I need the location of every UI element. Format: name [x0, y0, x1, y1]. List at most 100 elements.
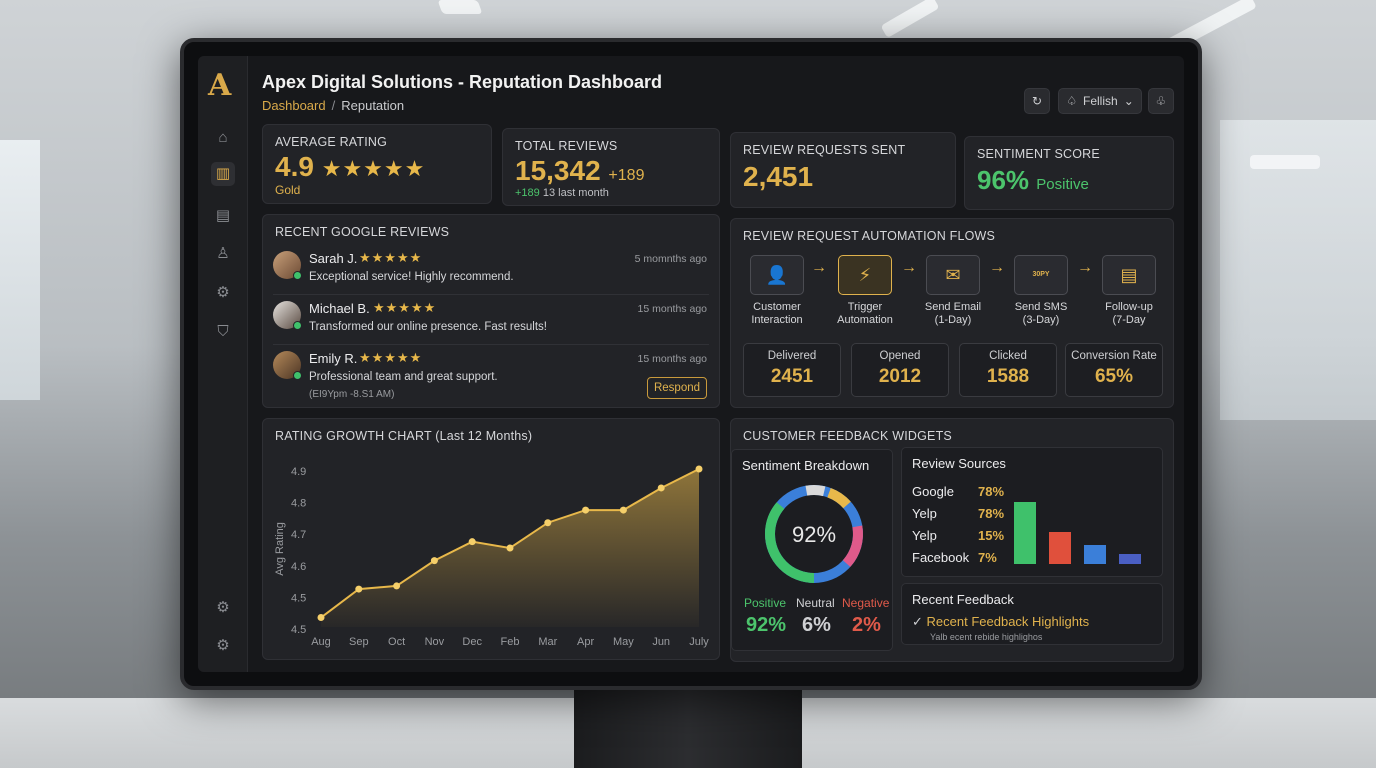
review-time: 5 momnths ago — [634, 253, 707, 265]
apex-logo: A — [208, 68, 232, 103]
donut-segment-white — [765, 485, 863, 583]
flow-step-trigger[interactable]: ⚡ Trigger Automation — [825, 255, 905, 327]
donut-segment-gold — [765, 485, 863, 583]
total-reviews-delta: +189 — [608, 167, 645, 184]
refresh-button[interactable]: ↻ — [1024, 88, 1050, 114]
ceiling-light — [1250, 155, 1320, 169]
respond-button[interactable]: Respond — [647, 377, 707, 399]
neutral-value: 6% — [802, 614, 831, 636]
sentiment-breakdown-widget: Sentiment Breakdown 92% Positive 92% Neu… — [731, 449, 893, 651]
x-tick-label: May — [613, 636, 634, 648]
user-icon[interactable]: ♙ — [216, 245, 230, 262]
stat-conversion-rate: Conversion Rate 65% — [1065, 343, 1163, 397]
office-window — [0, 140, 40, 400]
chart-point[interactable] — [657, 484, 665, 492]
review-time: 15 months ago — [637, 303, 707, 315]
card-title: CUSTOMER FEEDBACK WIDGETS — [743, 429, 952, 443]
x-tick-label: Mar — [538, 636, 557, 648]
chart-point[interactable] — [393, 582, 401, 590]
user-name: Fellish — [1083, 94, 1118, 108]
chart-point[interactable] — [430, 557, 438, 565]
x-tick-label: Dec — [462, 636, 482, 648]
widget-title: Recent Feedback — [912, 592, 1014, 607]
page-title: Apex Digital Solutions - Reputation Dash… — [262, 72, 663, 92]
flow-label: Customer Interaction — [751, 301, 803, 326]
total-reviews-subtext: +189 13 last month — [515, 187, 609, 199]
flow-step-email[interactable]: ✉ Send Email (1-Day) — [913, 255, 993, 327]
review-item[interactable]: Sarah J. ★★★★★ Exceptional service! High… — [273, 245, 709, 295]
source-bar — [1014, 502, 1036, 564]
donut-segment-green — [765, 485, 863, 583]
breadcrumb-dashboard[interactable]: Dashboard — [262, 98, 326, 113]
positive-label: Positive — [744, 596, 787, 610]
monitor: A ⌂ ▥ ▤ ♙ ⚙ ⛉ ⚙ ⚙ Apex Digital Solutions… — [180, 38, 1202, 690]
kpi-value: 96% Positive — [977, 165, 1089, 196]
chart-point[interactable] — [544, 519, 552, 527]
feedback-highlight: Recent Feedback Highlights — [926, 614, 1090, 629]
y-tick-label: 4.7 — [291, 529, 306, 541]
source-name: Google — [912, 484, 954, 499]
sentiment-suffix: Positive — [1036, 176, 1089, 193]
flow-step-sms[interactable]: 30PY Send SMS (3-Day) — [1001, 255, 1081, 327]
online-dot — [293, 271, 302, 280]
chart-point[interactable] — [582, 506, 590, 514]
analytics-icon[interactable]: ▥ — [211, 162, 235, 186]
review-sources-widget: Review Sources Google 78% Yelp 78% Yelp … — [901, 447, 1163, 577]
chart-point[interactable] — [317, 614, 325, 622]
review-meta: (EI9Ypm -8.S1 AM) — [309, 389, 395, 400]
user-menu-button[interactable]: ♤ Fellish ⌄ — [1058, 88, 1142, 114]
review-text: Exceptional service! Highly recommend. — [309, 271, 514, 283]
x-tick-label: Nov — [425, 636, 445, 648]
office-window-right — [1220, 120, 1376, 420]
automation-flows-card: REVIEW REQUEST AUTOMATION FLOWS 👤 Custom… — [730, 218, 1174, 408]
bell-icon: ♧ — [1155, 94, 1167, 108]
rating-stars: ★★★★★ — [321, 156, 426, 181]
kpi-label: AVERAGE RATING — [275, 135, 388, 149]
chart-point[interactable] — [355, 585, 363, 593]
message-icon[interactable]: ▤ — [215, 207, 231, 224]
gear-icon[interactable]: ⚙ — [216, 284, 230, 301]
home-icon[interactable]: ⌂ — [218, 129, 228, 146]
y-tick-label: 4.8 — [291, 498, 306, 510]
x-tick-label: Sep — [349, 636, 369, 648]
review-item[interactable]: Michael B. ★★★★★ Transformed our online … — [273, 295, 709, 345]
review-name: Michael B. — [309, 301, 370, 316]
chart-point[interactable] — [695, 465, 703, 473]
flow-step-customer[interactable]: 👤 Customer Interaction — [737, 255, 817, 327]
stat-opened: Opened 2012 — [851, 343, 949, 397]
shield-icon[interactable]: ⛉ — [217, 323, 229, 340]
recent-reviews-card: RECENT GOOGLE REVIEWS Sarah J. ★★★★★ Exc… — [262, 214, 720, 408]
review-text: Professional team and great support. — [309, 371, 498, 383]
chart-point[interactable] — [619, 506, 627, 514]
doc-icon: ▤ — [1102, 255, 1156, 295]
feedback-highlight-item[interactable]: ✓ Recent Feedback Highlights — [912, 614, 1089, 630]
y-tick-label: 4.5 — [291, 624, 306, 636]
x-tick-label: Apr — [577, 636, 594, 648]
chart-point[interactable] — [506, 544, 514, 552]
stat-delivered: Delivered 2451 — [743, 343, 841, 397]
y-tick-label: 4.6 — [291, 561, 306, 573]
source-bar — [1119, 554, 1141, 564]
source-value: 78% — [978, 506, 1005, 521]
source-value: 78% — [978, 484, 1005, 499]
check-icon: ✓ — [912, 614, 923, 629]
kpi-total-reviews: TOTAL REVIEWS 15,342 +189 +189 13 last m… — [502, 128, 720, 206]
source-value: 7% — [978, 550, 997, 565]
flow-step-followup[interactable]: ▤ Follow-up (7-Day — [1089, 255, 1169, 327]
kpi-value: 15,342 +189 — [515, 155, 644, 187]
notifications-button[interactable]: ♧ — [1148, 88, 1174, 114]
sub-delta: +189 — [515, 187, 540, 199]
settings-icon[interactable]: ⚙ — [216, 599, 230, 616]
review-name: Emily R. — [309, 351, 358, 366]
kpi-sentiment-score: SENTIMENT SCORE 96% Positive — [964, 136, 1174, 210]
refresh-icon: ↻ — [1031, 94, 1043, 108]
review-name: Sarah J. — [309, 251, 358, 266]
kpi-value: 4.9 ★★★★★ — [275, 151, 425, 183]
sub-text: 13 last month — [542, 187, 609, 199]
settings-alt-icon[interactable]: ⚙ — [216, 637, 230, 654]
bolt-icon: ⚡ — [838, 255, 892, 295]
review-item[interactable]: Emily R. ★★★★★ Professional team and gre… — [273, 345, 709, 405]
chevron-down-icon: ⌄ — [1123, 94, 1134, 108]
chart-point[interactable] — [468, 538, 476, 546]
arrow-right-icon: → — [811, 259, 827, 276]
